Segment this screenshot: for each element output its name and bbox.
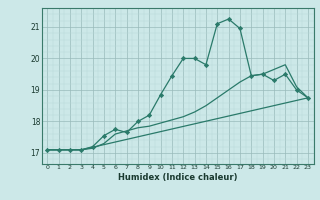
X-axis label: Humidex (Indice chaleur): Humidex (Indice chaleur)	[118, 173, 237, 182]
